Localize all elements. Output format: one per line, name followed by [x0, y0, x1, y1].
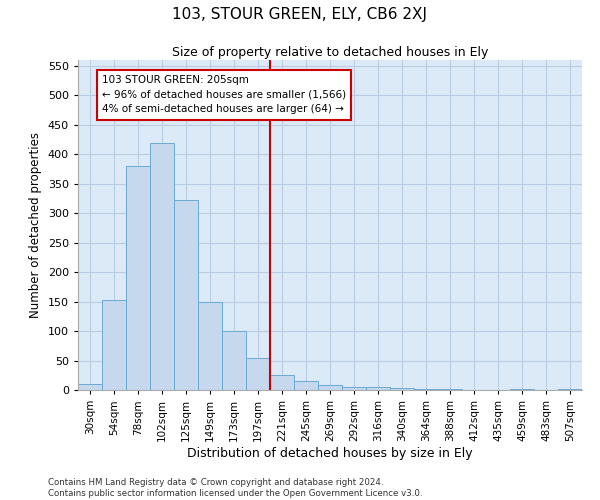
Bar — [222, 331, 246, 390]
Bar — [102, 300, 126, 390]
X-axis label: Distribution of detached houses by size in Ely: Distribution of detached houses by size … — [187, 446, 473, 460]
Bar — [342, 387, 366, 390]
Bar — [294, 381, 318, 390]
Text: 103, STOUR GREEN, ELY, CB6 2XJ: 103, STOUR GREEN, ELY, CB6 2XJ — [173, 8, 427, 22]
Bar — [246, 358, 270, 390]
Bar — [366, 387, 390, 390]
Bar — [270, 376, 294, 390]
Bar — [318, 386, 342, 390]
Bar — [126, 166, 150, 390]
Bar — [78, 384, 102, 390]
Bar — [198, 302, 222, 390]
Text: 103 STOUR GREEN: 205sqm
← 96% of detached houses are smaller (1,566)
4% of semi-: 103 STOUR GREEN: 205sqm ← 96% of detache… — [102, 74, 346, 114]
Bar — [174, 200, 198, 390]
Bar — [390, 388, 414, 390]
Text: Contains HM Land Registry data © Crown copyright and database right 2024.
Contai: Contains HM Land Registry data © Crown c… — [48, 478, 422, 498]
Title: Size of property relative to detached houses in Ely: Size of property relative to detached ho… — [172, 46, 488, 59]
Bar — [150, 142, 174, 390]
Y-axis label: Number of detached properties: Number of detached properties — [29, 132, 42, 318]
